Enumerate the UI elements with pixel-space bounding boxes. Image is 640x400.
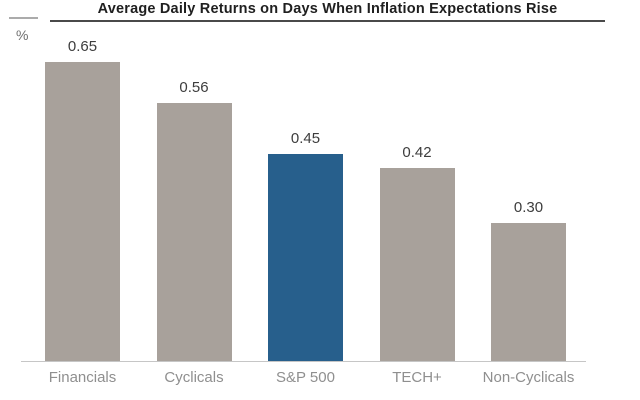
bar-value-label: 0.65 bbox=[67, 38, 98, 55]
category-label-tech: TECH+ bbox=[392, 369, 442, 386]
category-label-cyclicals: Cyclicals bbox=[164, 369, 224, 386]
bar-value-label: 0.56 bbox=[179, 79, 209, 97]
bar-group-financials: 0.65 bbox=[45, 38, 120, 361]
category-label-financials: Financials bbox=[48, 369, 117, 386]
bar-s-p-500 bbox=[268, 154, 343, 361]
bar-tech bbox=[379, 167, 455, 361]
category-label-non-cyclicals: Non-Cyclicals bbox=[482, 369, 575, 386]
bar-value-label: 0.42 bbox=[402, 143, 432, 161]
y-axis-unit-label: % bbox=[16, 27, 29, 43]
bar-value-label: 0.30 bbox=[513, 199, 544, 216]
bar-value-label: 0.45 bbox=[290, 130, 321, 147]
y-axis-unit-rule bbox=[9, 17, 38, 19]
bar-group-cyclicals: 0.56 bbox=[156, 79, 232, 361]
bar-cyclicals bbox=[156, 103, 232, 361]
bar-group-non-cyclicals: 0.30 bbox=[491, 199, 566, 361]
bar-group-s-p-500: 0.45 bbox=[268, 130, 343, 361]
chart-title: Average Daily Returns on Days When Infla… bbox=[97, 1, 558, 17]
plot-area: 0.65 0.56 0.45 0.42 0.30 bbox=[20, 30, 586, 362]
chart-title-block: Average Daily Returns on Days When Infla… bbox=[50, 1, 605, 22]
bar-non-cyclicals bbox=[491, 223, 566, 361]
bar-financials bbox=[45, 62, 120, 361]
category-label-s-p-500: S&P 500 bbox=[276, 369, 335, 386]
x-axis-line bbox=[21, 361, 586, 362]
bar-group-tech: 0.42 bbox=[379, 143, 455, 361]
